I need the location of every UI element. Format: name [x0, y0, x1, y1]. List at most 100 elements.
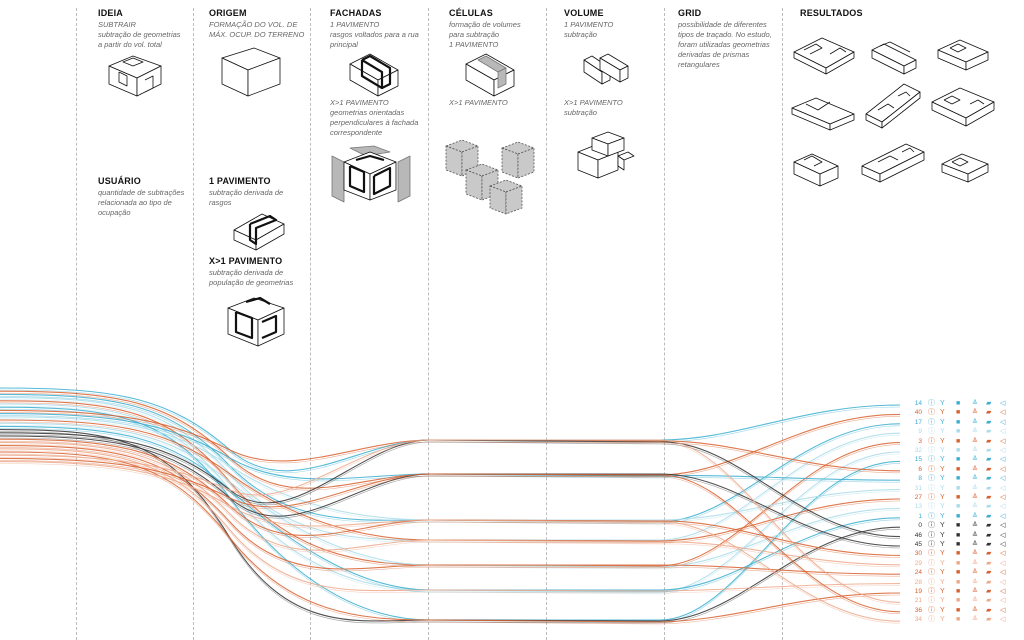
column-title: RESULTADOS	[800, 8, 863, 18]
flow-line	[0, 400, 901, 567]
square-icon: ■	[956, 418, 961, 426]
desc-line: população de geometrias	[209, 278, 294, 287]
info-circle-icon: ⓘ	[928, 541, 935, 548]
dashed-cells-diagram	[445, 139, 535, 215]
populated-volume-diagram	[227, 296, 285, 347]
desc-line: rasgos voltados para a rua	[330, 30, 419, 39]
flow-line	[0, 460, 901, 615]
square-icon: ■	[956, 588, 961, 595]
square-icon: ■	[956, 409, 961, 417]
result-model	[937, 39, 989, 71]
flow-line	[0, 447, 901, 577]
slab-icon: ▰	[986, 400, 992, 407]
triangle-icon: ◁	[1000, 616, 1006, 624]
slab-icon: ▰	[986, 484, 992, 492]
y-branch-icon: Y	[940, 456, 945, 464]
slab-icon: ▰	[986, 606, 992, 614]
column-desc: possibilidade de diferentes tipos de tra…	[678, 20, 782, 70]
legend-number: 8	[918, 475, 922, 483]
legend-number: 34	[914, 616, 922, 624]
desc-line: principal	[330, 40, 358, 49]
flow-line	[0, 451, 901, 623]
y-branch-icon: Y	[940, 475, 945, 483]
info-circle-icon: ⓘ	[928, 588, 935, 595]
info-circle-icon: ⓘ	[928, 437, 935, 445]
desc-line: para subtração	[449, 30, 500, 39]
flow-line	[0, 463, 901, 624]
flow-line	[0, 396, 901, 525]
desc-line: 1 PAVIMENTO	[449, 40, 499, 49]
column-title: GRID	[678, 8, 702, 18]
square-icon: ■	[956, 522, 961, 530]
legend-number: 9	[918, 428, 922, 436]
info-circle-icon: ⓘ	[928, 465, 935, 473]
column-desc: 1 PAVIMENTO subtração	[564, 20, 660, 40]
flow-line	[0, 412, 901, 474]
cell-slot-diagram	[465, 53, 515, 97]
legend-number: 32	[914, 447, 922, 454]
column-divider	[664, 8, 665, 640]
square-icon: ■	[956, 616, 961, 624]
desc-line: subtração de geometrias	[98, 30, 181, 39]
triangle-icon: ◁	[1000, 559, 1006, 567]
y-branch-icon: Y	[940, 465, 945, 473]
legend-number: 3	[918, 437, 922, 445]
legend-number: 29	[914, 559, 922, 567]
info-circle-icon: ⓘ	[928, 456, 935, 464]
column-title: VOLUME	[564, 8, 604, 18]
info-circle-icon: ⓘ	[928, 531, 935, 539]
desc-line: X>1 PAVIMENTO	[330, 98, 389, 107]
y-branch-icon: Y	[940, 503, 945, 511]
column-desc: SUBTRAIR subtração de geometrias a parti…	[98, 20, 193, 50]
info-circle-icon: ⓘ	[928, 512, 935, 520]
stack-icon: ≙	[972, 512, 978, 520]
y-branch-icon: Y	[940, 437, 945, 445]
triangle-icon: ◁	[1000, 475, 1006, 483]
flow-line	[0, 437, 901, 549]
square-icon: ■	[956, 484, 961, 492]
column-origem-xpav: X>1 PAVIMENTO subtração derivada de popu…	[209, 256, 309, 288]
stepped-volume-diagram	[577, 131, 635, 179]
y-branch-icon: Y	[940, 541, 945, 548]
square-icon: ■	[956, 550, 961, 558]
info-circle-icon: ⓘ	[928, 569, 935, 577]
y-branch-icon: Y	[940, 569, 945, 577]
desc-line: 1 PAVIMENTO	[564, 20, 614, 29]
info-circle-icon: ⓘ	[928, 409, 935, 417]
legend-number: 46	[914, 531, 922, 539]
y-branch-icon: Y	[940, 606, 945, 614]
desc-line: possibilidade de diferentes	[678, 20, 767, 29]
square-icon: ■	[956, 437, 961, 445]
slab-icon: ▰	[986, 616, 992, 624]
flow-line	[0, 432, 901, 538]
flow-line	[0, 440, 901, 558]
flow-line	[0, 419, 901, 542]
column-desc: FORMAÇÃO DO VOL. DE MÁX. OCUP. DO TERREN…	[209, 20, 309, 40]
legend-number: 1	[918, 512, 922, 520]
column-divider	[310, 8, 311, 640]
info-circle-icon: ⓘ	[928, 494, 935, 501]
slab-icon: ▰	[986, 494, 992, 501]
flow-line	[0, 399, 901, 543]
square-icon: ■	[956, 597, 961, 605]
y-branch-icon: Y	[940, 512, 945, 520]
desc-line: formação de volumes	[449, 20, 521, 29]
info-circle-icon: ⓘ	[928, 484, 935, 492]
column-usuario: USUÁRIO quantidade de subtrações relacio…	[98, 176, 193, 218]
flow-line	[0, 418, 901, 523]
square-icon: ■	[956, 578, 961, 586]
square-icon: ■	[956, 569, 961, 577]
flow-line	[0, 434, 901, 539]
info-circle-icon: ⓘ	[928, 578, 935, 586]
triangle-icon: ◁	[1000, 447, 1006, 454]
slab-icon: ▰	[986, 437, 992, 445]
flow-line	[0, 448, 901, 592]
y-branch-icon: Y	[940, 400, 945, 407]
column-desc: formação de volumes para subtração 1 PAV…	[449, 20, 545, 50]
y-branch-icon: Y	[940, 418, 945, 426]
stack-icon: ≙	[972, 578, 978, 586]
stack-icon: ≙	[972, 456, 978, 464]
legend-number: 40	[914, 409, 922, 417]
desc-line: subtração derivada de	[209, 188, 284, 197]
slab-icon: ▰	[986, 503, 992, 511]
